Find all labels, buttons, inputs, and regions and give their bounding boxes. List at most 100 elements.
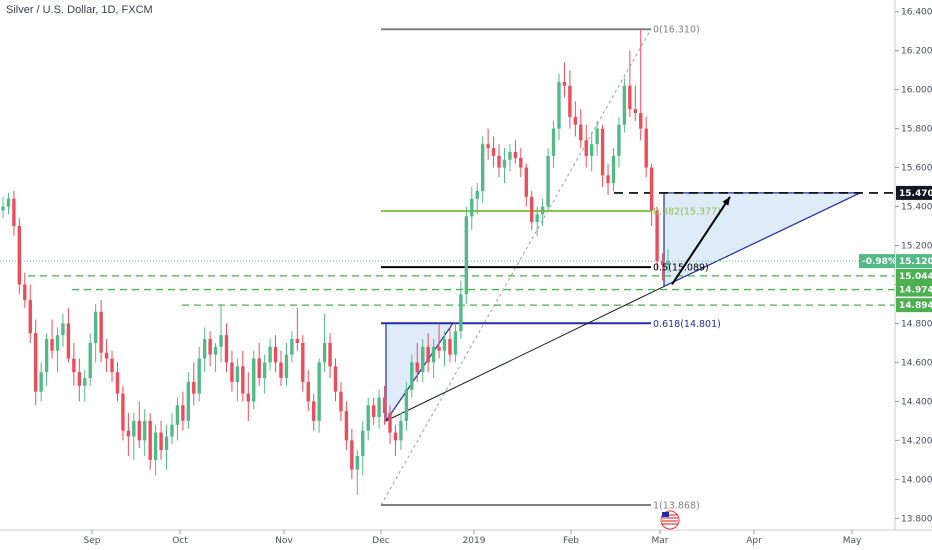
candle xyxy=(589,132,594,172)
candle-body xyxy=(192,381,196,394)
candle-body xyxy=(317,362,321,421)
candle-body xyxy=(88,342,92,379)
candle-body xyxy=(573,116,578,125)
candle xyxy=(208,331,212,367)
candle-body xyxy=(66,323,71,359)
candle-body xyxy=(491,148,496,156)
candle-body xyxy=(339,391,343,412)
candle xyxy=(530,190,534,230)
candle-body xyxy=(262,362,267,379)
candle-body xyxy=(655,210,659,262)
candle xyxy=(371,397,376,425)
y-tick-label: 16.200 xyxy=(901,47,932,57)
candle xyxy=(404,381,409,431)
candle-body xyxy=(333,366,338,392)
candle-body xyxy=(393,432,398,441)
candle-body xyxy=(6,198,11,207)
candle-body xyxy=(93,311,98,343)
candle xyxy=(279,350,283,386)
candle-body xyxy=(44,339,49,373)
candle-body xyxy=(611,155,616,184)
candle-body xyxy=(213,346,218,355)
candle-body xyxy=(606,175,610,184)
candle-body xyxy=(551,128,556,156)
candle-body xyxy=(557,81,561,129)
x-tick-label: Nov xyxy=(275,536,293,546)
candle xyxy=(202,327,207,373)
candle-body xyxy=(224,335,229,363)
x-tick-label: May xyxy=(843,536,862,546)
candle-body xyxy=(153,432,158,460)
candle xyxy=(579,109,583,149)
candle xyxy=(366,397,370,441)
candle-body xyxy=(459,294,463,332)
candle xyxy=(257,342,261,386)
candle xyxy=(617,116,621,168)
triangle-pattern-2 xyxy=(663,192,861,288)
candle xyxy=(410,354,414,398)
candle xyxy=(290,331,294,363)
fib-level-label: 0.5(15.089) xyxy=(653,263,709,274)
candle-body xyxy=(453,331,458,355)
projection-arrow xyxy=(671,196,731,286)
candle-body xyxy=(148,420,152,460)
candle xyxy=(660,253,665,281)
candle-body xyxy=(617,124,621,156)
candle-body xyxy=(186,381,191,421)
candle xyxy=(644,116,648,178)
candle xyxy=(224,323,229,373)
candle xyxy=(442,331,447,367)
drawing-overlays: 0(16.310) 0.382(15.377) 0.5(15.089) 0.618(1… xyxy=(653,25,731,530)
candle xyxy=(83,370,87,402)
candle-body xyxy=(197,358,201,394)
candle xyxy=(6,192,11,215)
x-tick-label: Dec xyxy=(372,536,389,546)
y-tick-label: 16.400 xyxy=(901,8,932,18)
candle-body xyxy=(175,405,180,425)
candle-body xyxy=(448,339,452,355)
candle xyxy=(126,413,131,456)
candle-body xyxy=(371,405,376,417)
y-tick-label: 14.000 xyxy=(901,475,932,485)
candle xyxy=(77,358,82,402)
candle-body xyxy=(628,85,632,110)
last-price-tag xyxy=(896,254,932,269)
candle-body xyxy=(273,346,278,363)
candle xyxy=(115,362,120,402)
candle xyxy=(66,307,71,363)
candle xyxy=(230,350,234,392)
candle xyxy=(301,335,305,392)
candle xyxy=(344,401,349,451)
candle-body xyxy=(568,85,572,117)
candle-body xyxy=(437,346,441,351)
candle xyxy=(137,401,141,449)
candle xyxy=(72,342,76,386)
candle-body xyxy=(589,144,594,156)
candle-body xyxy=(230,362,234,382)
candle-body xyxy=(519,157,523,168)
y-tick-label: 15.200 xyxy=(901,242,932,252)
candle-body xyxy=(639,113,643,129)
candle xyxy=(497,144,501,178)
candle-body xyxy=(508,151,512,160)
candle-body xyxy=(410,362,414,390)
y-tick-label: 15.800 xyxy=(901,125,932,135)
arrow-head xyxy=(722,196,730,206)
candle xyxy=(17,218,22,295)
price-tag xyxy=(896,268,932,283)
candle xyxy=(540,198,545,227)
candle-body xyxy=(622,85,627,125)
candle xyxy=(513,140,518,164)
fib-level-label: 1(13.868) xyxy=(653,501,700,512)
candle-body xyxy=(126,430,131,437)
candle xyxy=(262,354,267,394)
candle-body xyxy=(312,401,316,421)
candle-body xyxy=(562,81,567,86)
candle-body xyxy=(513,151,518,158)
candle-body xyxy=(600,128,605,176)
candle xyxy=(322,313,327,373)
candle-body xyxy=(23,284,27,301)
candle-body xyxy=(355,455,359,470)
candle-body xyxy=(39,372,43,392)
